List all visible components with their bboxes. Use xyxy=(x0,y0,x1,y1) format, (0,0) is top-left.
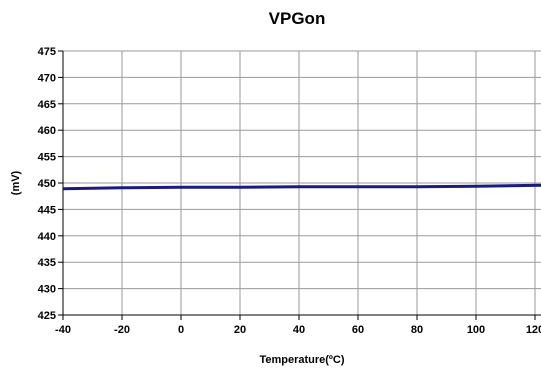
x-tick-label: -20 xyxy=(114,324,130,336)
x-axis-ticks: -40 -20 0 20 40 60 80 100 120 xyxy=(55,315,541,336)
y-tick-label: 475 xyxy=(38,46,56,58)
y-tick-label: 460 xyxy=(38,125,56,137)
y-tick-label: 450 xyxy=(38,178,56,190)
y-tick-label: 470 xyxy=(38,72,56,84)
y-tick-label: 440 xyxy=(38,231,56,243)
x-axis-label: Temperature(ºC) xyxy=(259,354,344,366)
x-tick-label: 100 xyxy=(467,324,485,336)
x-tick-label: -40 xyxy=(55,324,71,336)
y-tick-label: 435 xyxy=(38,257,56,269)
data-series xyxy=(62,183,541,191)
x-tick-label: 60 xyxy=(352,324,364,336)
y-tick-label: 465 xyxy=(38,99,56,111)
y-tick-label: 455 xyxy=(38,152,56,164)
chart-title: VPGon xyxy=(269,9,326,28)
x-tick-label: 0 xyxy=(178,324,184,336)
y-tick-label: 430 xyxy=(38,284,56,296)
y-axis-label: (mV) xyxy=(10,170,22,195)
y-tick-label: 445 xyxy=(38,204,56,216)
x-tick-label: 80 xyxy=(411,324,423,336)
series-line xyxy=(62,183,541,191)
x-tick-label: 20 xyxy=(234,324,246,336)
y-tick-label: 425 xyxy=(38,310,56,322)
grid-lines xyxy=(63,50,541,316)
x-tick-label: 120 xyxy=(526,324,541,336)
y-axis-ticks: 425 430 435 440 445 450 455 460 465 470 475 xyxy=(38,46,63,322)
x-tick-label: 40 xyxy=(293,324,305,336)
